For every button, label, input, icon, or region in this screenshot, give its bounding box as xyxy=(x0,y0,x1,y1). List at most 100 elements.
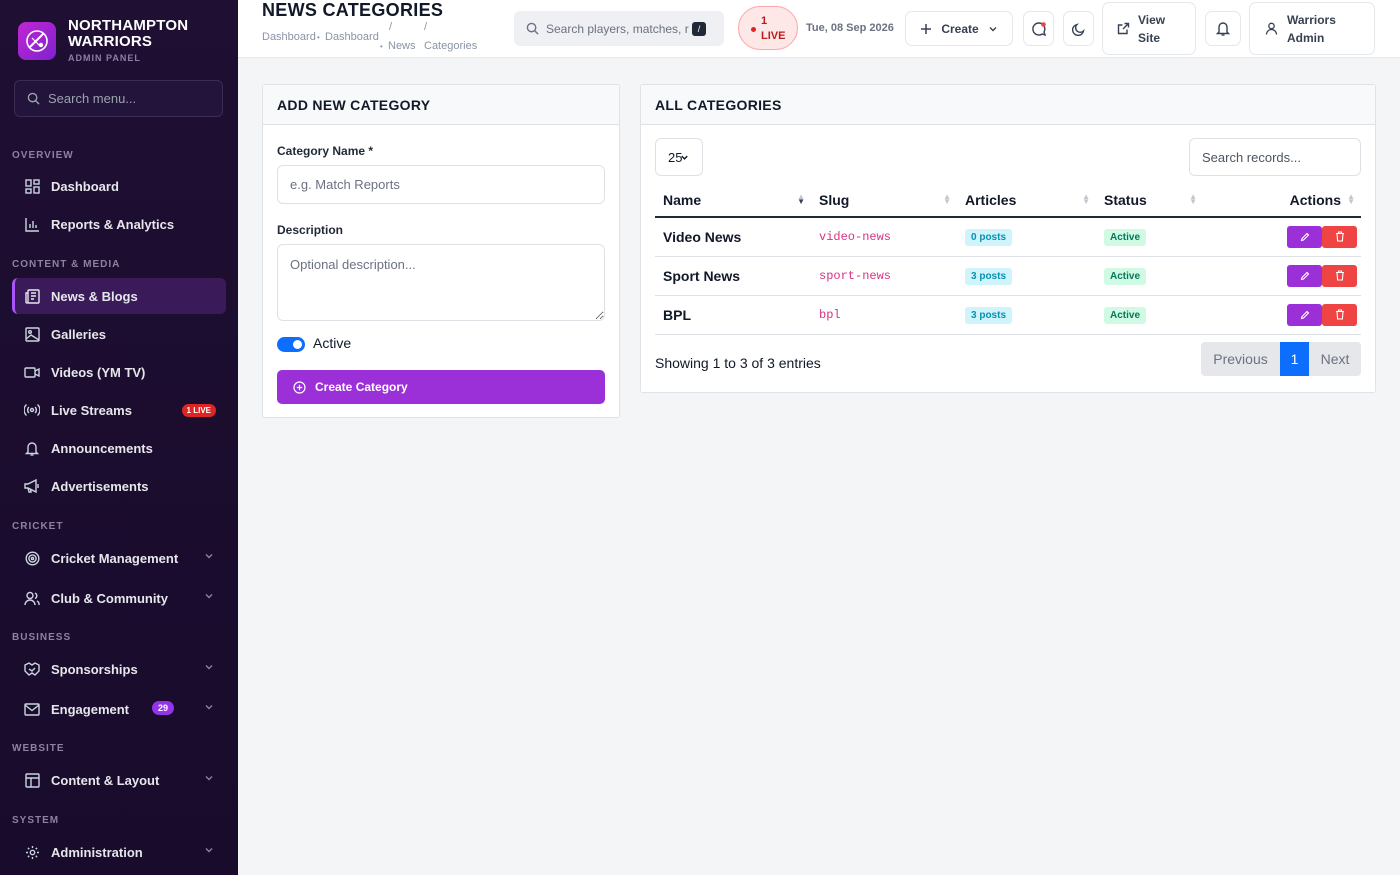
sidebar-search xyxy=(14,80,223,117)
column-header-status[interactable]: Status ▲ ▼ xyxy=(1096,183,1203,218)
sidebar-item-administration[interactable]: Administration xyxy=(12,834,226,870)
breadcrumb-separator: / xyxy=(424,21,428,33)
column-header-slug[interactable]: Slug ▲ ▼ xyxy=(811,183,957,218)
sidebar-item-label: Club & Community xyxy=(51,590,168,606)
sidebar-item-label: Sponsorships xyxy=(51,661,138,677)
column-header-name[interactable]: Name ▲ ▼ xyxy=(655,183,811,218)
sidebar-item-label: Cricket Management xyxy=(51,550,179,566)
sidebar-item-label: Galleries xyxy=(51,326,106,342)
edit-button[interactable] xyxy=(1287,303,1322,326)
view-site-button[interactable]: View Site xyxy=(1102,2,1196,55)
add-category-heading: ADD NEW CATEGORY xyxy=(263,85,619,125)
sidebar-item-videos[interactable]: Videos (YM TV) xyxy=(12,354,226,390)
sort-icon: ▲ ▼ xyxy=(943,192,951,206)
description-textarea[interactable] xyxy=(277,244,605,321)
chat-button[interactable] xyxy=(1023,11,1054,46)
all-categories-heading: ALL CATEGORIES xyxy=(641,85,1375,125)
chevron-down-icon xyxy=(205,848,213,853)
sidebar-search-input[interactable] xyxy=(48,91,208,106)
sidebar-item-live-streams[interactable]: Live Streams 1 LIVE xyxy=(12,392,226,428)
column-header-actions[interactable]: Actions ▲ ▼ xyxy=(1203,183,1361,218)
users-icon xyxy=(23,589,41,607)
edit-button[interactable] xyxy=(1287,225,1322,248)
sidebar-item-label: Live Streams xyxy=(51,402,132,418)
column-header-label: Name xyxy=(663,191,702,208)
sidebar-item-announcements[interactable]: Announcements xyxy=(12,430,226,466)
delete-button[interactable] xyxy=(1322,264,1357,287)
sidebar-item-sponsorships[interactable]: Sponsorships xyxy=(12,651,226,687)
brand[interactable]: NORTHAMPTON WARRIORS ADMIN PANEL xyxy=(18,18,188,63)
sort-icon: ▲ ▼ xyxy=(1189,192,1197,206)
search-icon xyxy=(27,92,40,105)
notifications-button[interactable] xyxy=(1205,11,1241,46)
breadcrumb-dashboard-2[interactable]: Dashboard xyxy=(325,31,379,43)
sidebar-item-club-community[interactable]: Club & Community xyxy=(12,580,226,616)
trash-icon xyxy=(1335,231,1344,242)
brand-subtitle: ADMIN PANEL xyxy=(68,53,141,63)
live-indicator[interactable]: 1 LIVE xyxy=(738,6,798,50)
pagination-next[interactable]: Next xyxy=(1309,342,1361,376)
column-header-articles[interactable]: Articles ▲ ▼ xyxy=(957,183,1096,218)
records-search-input[interactable] xyxy=(1189,138,1361,176)
broadcast-icon xyxy=(23,401,41,419)
section-label-cricket: CRICKET xyxy=(12,521,64,532)
sidebar-item-dashboard[interactable]: Dashboard xyxy=(12,168,226,204)
posts-count-badge: 3 posts xyxy=(965,307,1013,324)
newspaper-icon xyxy=(23,287,41,305)
live-label: LIVE xyxy=(761,30,786,42)
sidebar-item-engagement[interactable]: Engagement 29 xyxy=(12,691,226,727)
create-dropdown-button[interactable]: Create xyxy=(905,11,1013,46)
live-dot-icon xyxy=(751,27,756,32)
sidebar-item-cricket-management[interactable]: Cricket Management xyxy=(12,540,226,576)
delete-button[interactable] xyxy=(1322,303,1357,326)
breadcrumb-news[interactable]: News xyxy=(388,40,416,52)
breadcrumb-categories: Categories xyxy=(424,40,478,52)
column-header-label: Status xyxy=(1104,191,1147,208)
section-label-website: WEBSITE xyxy=(12,743,65,754)
video-camera-icon xyxy=(23,363,41,381)
engagement-count-badge: 29 xyxy=(151,701,174,715)
user-name-line1: Warriors xyxy=(1287,12,1336,27)
layout-icon xyxy=(23,771,41,789)
table-row: BPL bpl 3 posts Active xyxy=(655,295,1361,335)
actions-cell xyxy=(1203,256,1361,296)
delete-button[interactable] xyxy=(1322,225,1357,248)
create-category-button[interactable]: Create Category xyxy=(277,370,605,404)
sidebar: NORTHAMPTON WARRIORS ADMIN PANEL OVERVIE… xyxy=(0,0,238,875)
user-menu-button[interactable]: Warriors Admin xyxy=(1249,2,1375,55)
edit-button[interactable] xyxy=(1287,264,1322,287)
global-search-input[interactable] xyxy=(546,21,692,36)
breadcrumb-dot: • xyxy=(380,42,383,51)
active-toggle[interactable] xyxy=(277,337,305,352)
section-label-system: SYSTEM xyxy=(12,815,60,826)
pencil-icon xyxy=(1300,310,1309,319)
sidebar-item-reports[interactable]: Reports & Analytics xyxy=(12,206,226,242)
table-row: Sport News sport-news 3 posts Active xyxy=(655,256,1361,296)
table-row: Video News video-news 0 posts Active xyxy=(655,217,1361,257)
articles-cell: 3 posts xyxy=(957,295,1096,335)
pagination-page-1[interactable]: 1 xyxy=(1280,342,1309,376)
category-name-cell: BPL xyxy=(655,295,811,335)
sidebar-item-news[interactable]: News & Blogs xyxy=(12,278,226,314)
category-slug-cell: video-news xyxy=(811,217,957,257)
sidebar-item-galleries[interactable]: Galleries xyxy=(12,316,226,352)
status-cell: Active xyxy=(1096,256,1203,296)
sidebar-item-label: Content & Layout xyxy=(51,772,160,788)
chevron-down-icon xyxy=(205,594,213,599)
chevron-down-icon xyxy=(205,665,213,670)
top-header: NEWS CATEGORIES Dashboard • Dashboard / … xyxy=(238,0,1400,58)
sidebar-item-content-layout[interactable]: Content & Layout xyxy=(12,762,226,798)
page-length-select[interactable]: 25 xyxy=(655,138,703,176)
current-date: Tue, 08 Sep 2026 xyxy=(806,22,894,34)
plus-circle-icon xyxy=(293,380,306,394)
breadcrumb-dashboard[interactable]: Dashboard xyxy=(262,31,316,43)
sidebar-item-advertisements[interactable]: Advertisements xyxy=(12,468,226,504)
brand-name-line2: WARRIORS xyxy=(68,33,153,50)
category-name-input[interactable] xyxy=(277,165,605,204)
theme-toggle-button[interactable] xyxy=(1063,11,1094,46)
category-slug-cell: bpl xyxy=(811,295,957,335)
pagination-previous[interactable]: Previous xyxy=(1201,342,1280,376)
chevron-down-icon xyxy=(205,776,213,781)
status-badge: Active xyxy=(1104,268,1147,285)
posts-count-badge: 3 posts xyxy=(965,268,1013,285)
